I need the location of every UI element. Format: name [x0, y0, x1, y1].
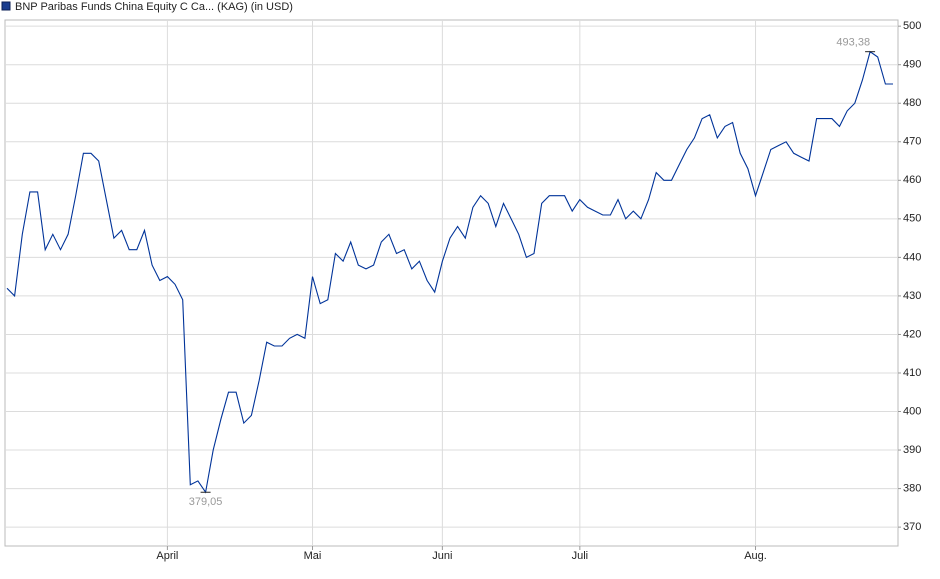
plot-frame — [4, 19, 899, 547]
y-tick-label: 470 — [903, 136, 921, 148]
x-tick-label: Juni — [432, 550, 452, 562]
x-tick-label: Juli — [572, 550, 589, 562]
y-tick-label: 480 — [903, 97, 921, 109]
y-tick-label: 390 — [903, 444, 921, 456]
y-tick-label: 380 — [903, 482, 921, 494]
y-tick-label: 460 — [903, 174, 921, 186]
y-tick-label: 500 — [903, 20, 921, 32]
series-line — [6, 50, 893, 494]
y-tick-label: 490 — [903, 59, 921, 71]
x-tick-label: Mai — [304, 550, 322, 562]
y-tick-label: 450 — [903, 213, 921, 225]
y-tick-label: 440 — [903, 251, 921, 263]
y-tick-label: 370 — [903, 521, 921, 533]
legend-swatch — [1, 1, 11, 11]
y-tick-label: 420 — [903, 328, 921, 340]
legend-label: BNP Paribas Funds China Equity C Ca... (… — [15, 1, 293, 13]
value-label: 493,38 — [836, 37, 870, 49]
y-tick-label: 400 — [903, 405, 921, 417]
x-tick-label: April — [156, 550, 178, 562]
y-tick-label: 410 — [903, 367, 921, 379]
y-tick-label: 430 — [903, 290, 921, 302]
value-label: 379,05 — [189, 496, 223, 508]
x-tick-label: Aug. — [744, 550, 767, 562]
